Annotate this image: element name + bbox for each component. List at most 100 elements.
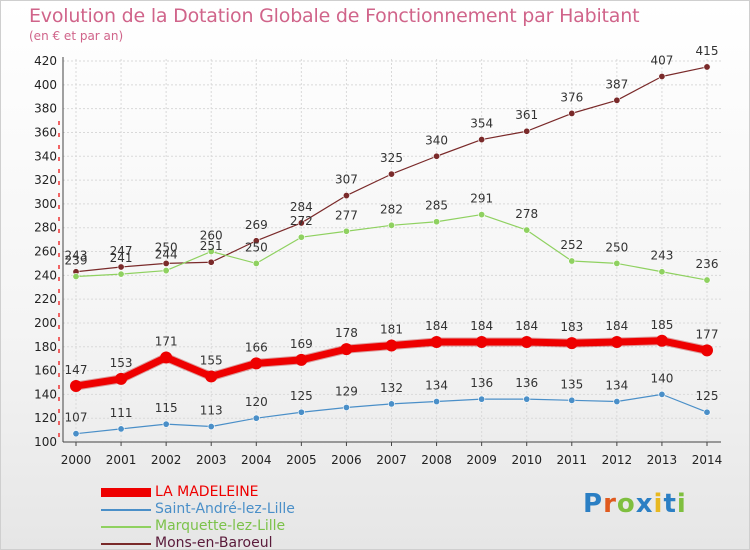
data-label: 135 bbox=[560, 377, 583, 391]
data-label: 354 bbox=[470, 117, 493, 131]
y-tick-label: 300 bbox=[34, 197, 57, 211]
logo-letter: P bbox=[583, 489, 604, 519]
proxiti-logo: Proxiti bbox=[583, 489, 687, 519]
legend-swatch bbox=[101, 509, 151, 511]
data-label: 387 bbox=[605, 77, 628, 91]
series-point bbox=[295, 353, 308, 366]
legend-swatch bbox=[101, 488, 151, 497]
data-label: 252 bbox=[560, 238, 583, 252]
data-label: 272 bbox=[290, 214, 313, 228]
data-label: 181 bbox=[380, 323, 403, 337]
data-label: 250 bbox=[245, 240, 268, 254]
y-tick-label: 260 bbox=[34, 245, 57, 259]
legend-label: Saint-André-lez-Lille bbox=[155, 501, 295, 517]
x-tick-label: 2009 bbox=[466, 453, 497, 467]
series-point bbox=[658, 390, 666, 398]
data-label: 184 bbox=[425, 319, 448, 333]
series-point bbox=[568, 109, 576, 117]
y-tick-label: 340 bbox=[34, 149, 57, 163]
series-point bbox=[205, 370, 218, 383]
logo-letter: o bbox=[616, 489, 636, 519]
y-tick-label: 280 bbox=[34, 221, 57, 235]
x-tick-label: 2012 bbox=[602, 453, 633, 467]
series-point bbox=[117, 270, 125, 278]
data-label: 291 bbox=[470, 192, 493, 206]
data-label: 147 bbox=[65, 363, 88, 377]
y-tick-label: 420 bbox=[34, 54, 57, 68]
y-tick-label: 240 bbox=[34, 268, 57, 282]
series-point bbox=[297, 233, 305, 241]
axis-layer: 100 120 140 160 180 200 220 240 260 280 300 320 340 3… bbox=[34, 54, 722, 467]
logo-letter: r bbox=[603, 489, 617, 519]
x-tick-label: 2010 bbox=[511, 453, 542, 467]
legend-swatch bbox=[101, 543, 151, 545]
x-tick-label: 2005 bbox=[286, 453, 317, 467]
data-label: 178 bbox=[335, 326, 358, 340]
data-label: 250 bbox=[605, 240, 628, 254]
series-point bbox=[160, 351, 173, 364]
series-point bbox=[387, 400, 395, 408]
y-tick-label: 360 bbox=[34, 125, 57, 139]
data-label: 184 bbox=[605, 319, 628, 333]
series-layer bbox=[70, 63, 713, 438]
series-point bbox=[701, 344, 713, 357]
label-layer: 243 247 250 251 269 284 307 325 340 354 361 376 387 4… bbox=[65, 44, 719, 425]
series-point bbox=[252, 237, 260, 245]
data-label: 177 bbox=[696, 327, 719, 341]
series-point bbox=[523, 127, 531, 135]
x-tick-label: 2014 bbox=[692, 453, 723, 467]
data-label: 284 bbox=[290, 200, 313, 214]
x-tick-label: 2000 bbox=[61, 453, 92, 467]
series-point bbox=[340, 343, 353, 356]
x-tick-label: 2002 bbox=[151, 453, 182, 467]
series-point bbox=[117, 425, 125, 433]
data-label: 244 bbox=[155, 248, 178, 262]
y-tick-label: 180 bbox=[34, 340, 57, 354]
x-tick-label: 2008 bbox=[421, 453, 452, 467]
data-label: 285 bbox=[425, 199, 448, 213]
series-point bbox=[478, 211, 486, 219]
data-label: 325 bbox=[380, 151, 403, 165]
series-point bbox=[70, 380, 82, 393]
data-label: 134 bbox=[425, 379, 448, 393]
data-label: 415 bbox=[696, 44, 719, 58]
series-point bbox=[658, 72, 666, 80]
data-label: 241 bbox=[110, 251, 133, 265]
data-label: 260 bbox=[200, 229, 223, 243]
data-label: 185 bbox=[650, 318, 673, 332]
series-point bbox=[430, 335, 443, 348]
x-tick-label: 2013 bbox=[647, 453, 678, 467]
data-label: 111 bbox=[110, 406, 133, 420]
series-point bbox=[568, 396, 576, 404]
series-point bbox=[613, 259, 621, 267]
series-point bbox=[72, 273, 80, 281]
series-point bbox=[613, 398, 621, 406]
data-label: 134 bbox=[605, 379, 628, 393]
data-label: 247 bbox=[110, 244, 133, 258]
x-tick-label: 2011 bbox=[557, 453, 588, 467]
legend-label: LA MADELEINE bbox=[155, 484, 259, 500]
data-label: 236 bbox=[696, 257, 719, 271]
logo-letter: i bbox=[676, 489, 687, 519]
y-tick-label: 220 bbox=[34, 292, 57, 306]
series-point bbox=[613, 96, 621, 104]
data-label: 125 bbox=[696, 389, 719, 403]
data-label: 132 bbox=[380, 381, 403, 395]
series-point bbox=[703, 63, 711, 71]
series-point bbox=[162, 420, 170, 428]
series-point bbox=[475, 335, 488, 348]
series-point bbox=[297, 219, 305, 227]
series-point bbox=[250, 357, 263, 370]
series-point bbox=[523, 226, 531, 234]
series-point bbox=[703, 276, 711, 284]
series-point bbox=[703, 408, 711, 416]
logo-letter: t bbox=[663, 489, 677, 519]
y-tick-label: 120 bbox=[34, 411, 57, 425]
data-label: 136 bbox=[470, 376, 493, 390]
y-tick-label: 380 bbox=[34, 102, 57, 116]
data-label: 376 bbox=[560, 90, 583, 104]
x-tick-label: 2003 bbox=[196, 453, 227, 467]
y-tick-label: 140 bbox=[34, 387, 57, 401]
series-point bbox=[342, 192, 350, 200]
